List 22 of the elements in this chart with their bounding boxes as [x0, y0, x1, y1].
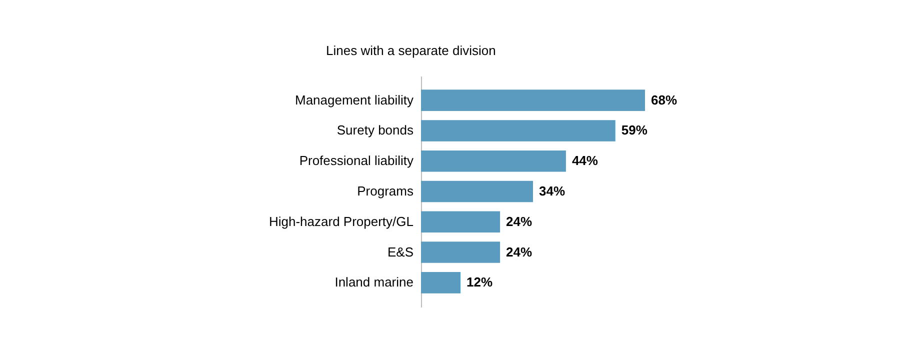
- bar: [421, 242, 500, 263]
- data-label: 68%: [651, 92, 678, 108]
- y-tick-label: Programs: [357, 184, 414, 198]
- data-label: 24%: [506, 244, 533, 260]
- bar: [421, 180, 533, 202]
- data-label: 12%: [466, 274, 493, 290]
- y-tick-label: E&S: [387, 244, 414, 260]
- data-label: 59%: [621, 122, 648, 138]
- data-label: 44%: [572, 153, 598, 168]
- bar: [421, 272, 461, 294]
- y-tick-label: Surety bonds: [336, 122, 414, 138]
- y-tick-label: Inland marine: [334, 274, 414, 290]
- data-label: 34%: [539, 184, 566, 198]
- bar: [421, 90, 645, 111]
- bar: [421, 120, 616, 142]
- y-tick-label: Management liability: [294, 92, 414, 108]
- bar: [421, 150, 566, 172]
- data-label: 24%: [506, 214, 533, 229]
- y-tick-label: Professional liability: [299, 153, 414, 168]
- bar: [421, 211, 500, 233]
- chart-title: Lines with a separate division: [326, 43, 496, 58]
- y-tick-label: High-hazard Property/GL: [268, 214, 414, 229]
